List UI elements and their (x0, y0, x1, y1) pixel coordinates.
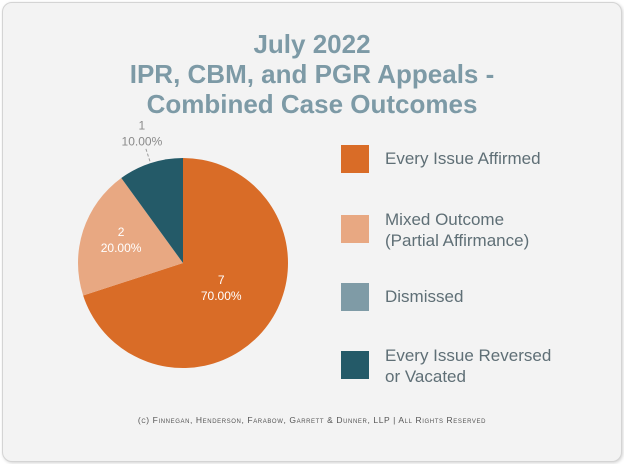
copyright-footer: (c) Finnegan, Henderson, Farabow, Garret… (137, 415, 487, 425)
legend-label-every-issue-affirmed: Every Issue Affirmed (385, 148, 541, 169)
chart-title: July 2022 IPR, CBM, and PGR Appeals - Co… (3, 29, 621, 119)
legend-label-mixed-outcome: Mixed Outcome (Partial Affirmance) (385, 209, 529, 251)
pie-label-percent-every-issue-affirmed: 70.00% (201, 289, 242, 303)
legend-swatch-dismissed (341, 283, 369, 311)
legend-label-line: Mixed Outcome (385, 210, 505, 229)
legend-swatch-every-issue-reversed (341, 351, 369, 379)
legend-label-dismissed: Dismissed (385, 286, 463, 307)
pie-label-count-every-issue-affirmed: 7 (218, 273, 225, 287)
chart-title-line-2: IPR, CBM, and PGR Appeals - (129, 59, 495, 89)
pie-slice-mixed-outcome-partial-affirmance (78, 178, 183, 296)
pie-slice-every-issue-affirmed (83, 158, 288, 368)
pie-label-count-mixed-outcome-partial-affirmance: 2 (118, 225, 125, 239)
chart-title-line-1: July 2022 (253, 29, 371, 59)
pie-chart: 7 70.00% 2 20.00% 1 10.00% (78, 119, 288, 368)
pie-slice-every-issue-reversed-or-vacated (121, 158, 183, 263)
pie-label-count-every-issue-reversed-or-vacated: 1 (139, 119, 146, 133)
pie-label-percent-every-issue-reversed-or-vacated: 10.00% (122, 135, 163, 149)
legend-swatch-mixed-outcome (341, 215, 369, 243)
pie-label-percent-mixed-outcome-partial-affirmance: 20.00% (101, 241, 142, 255)
legend-label-line: Dismissed (385, 287, 464, 306)
chart-title-line-3: Combined Case Outcomes (146, 89, 478, 119)
legend-label-line: Every Issue Affirmed (385, 149, 541, 168)
legend-swatch-every-issue-affirmed (341, 145, 369, 173)
legend-label-every-issue-reversed: Every Issue Reversed or Vacated (385, 345, 551, 387)
pie-leader-line (145, 147, 151, 162)
legend-label-line: Every Issue Reversed (385, 346, 552, 365)
legend-label-line: or Vacated (385, 367, 466, 386)
legend-label-line: (Partial Affirmance) (385, 231, 530, 250)
